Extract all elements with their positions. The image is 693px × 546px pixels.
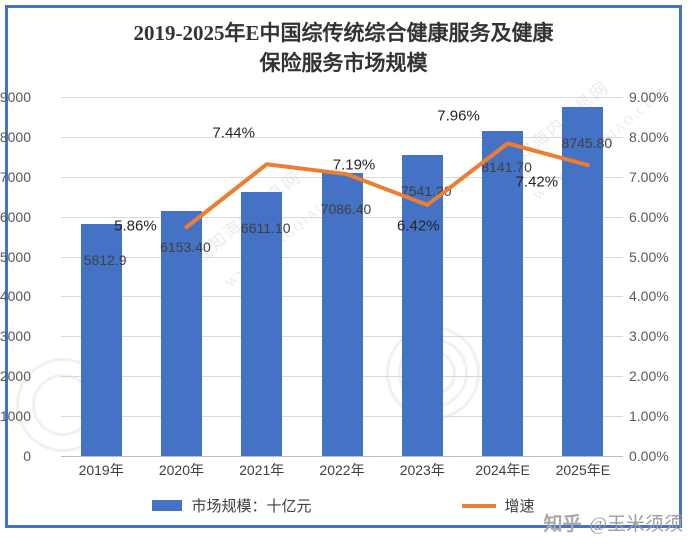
legend-item-market-size[interactable]: 市场规模：十亿元 <box>152 495 311 516</box>
y-axis-right-tick: 5.00% <box>629 249 691 265</box>
bar-2023年[interactable] <box>402 155 443 456</box>
zhihu-logo: 知乎 <box>543 509 581 536</box>
growth-rate-label-2022年: 7.19% <box>333 157 376 174</box>
y-axis-left-tick: 1000 <box>0 408 31 424</box>
y-axis-right-tick: 6.00% <box>629 209 691 225</box>
y-axis-left-tick: 9000 <box>0 89 31 105</box>
x-axis-tick-2020年: 2020年 <box>159 460 204 480</box>
y-axis-right-tick: 9.00% <box>629 89 691 105</box>
zhihu-attribution: 知乎 @玉米须须 <box>543 509 683 536</box>
bar-2025年E[interactable] <box>562 107 603 456</box>
bar-label-2020年: 6153.40 <box>160 239 211 255</box>
x-axis-tick-2025年E: 2025年E <box>556 460 610 480</box>
zhihu-username: @玉米须须 <box>590 509 684 536</box>
bar-label-2022年: 7086.40 <box>321 201 372 217</box>
x-axis-tick-2021年: 2021年 <box>239 460 284 480</box>
growth-rate-label-2024年E: 7.96% <box>437 108 480 125</box>
bar-label-2019年: 5812.9 <box>84 252 127 268</box>
y-axis-left-tick: 8000 <box>0 129 31 145</box>
legend-label-market-size: 市场规模：十亿元 <box>191 495 311 516</box>
bar-label-2023年: 7541.20 <box>401 183 452 199</box>
y-axis-right-tick: 1.00% <box>629 408 691 424</box>
x-axis-tick-2024年E: 2024年E <box>475 460 529 480</box>
chart-frame: 2019-2025年E中国综传统综合健康服务及健康 保险服务市场规模 视知海内信… <box>5 5 682 528</box>
y-axis-right-tick: 0.00% <box>629 448 691 464</box>
x-axis-tick-2023年: 2023年 <box>400 460 445 480</box>
y-axis-left-tick: 2000 <box>0 368 31 384</box>
y-axis-right-tick: 3.00% <box>629 328 691 344</box>
y-axis-left-tick: 7000 <box>0 169 31 185</box>
y-axis-left-tick: 4000 <box>0 288 31 304</box>
x-axis-tick-2022年: 2022年 <box>319 460 364 480</box>
growth-rate-label-2025年E: 7.42% <box>516 174 559 191</box>
y-axis-right-tick: 8.00% <box>629 129 691 145</box>
bar-label-2021年: 6611.10 <box>241 220 291 236</box>
chart-title-line-2: 保险服务市场规模 <box>8 48 679 78</box>
bar-label-2025年E: 8745.80 <box>562 135 613 151</box>
y-axis-right-tick: 7.00% <box>629 169 691 185</box>
y-axis-right-tick: 4.00% <box>629 288 691 304</box>
legend-line-swatch-icon <box>462 504 496 508</box>
gridline <box>61 97 623 98</box>
y-axis-left-tick: 0 <box>0 448 31 464</box>
gridline <box>61 456 623 457</box>
legend-label-growth-rate: 增速 <box>505 495 535 516</box>
y-axis-right-tick: 2.00% <box>629 368 691 384</box>
y-axis-left-tick: 5000 <box>0 249 31 265</box>
x-axis-tick-2019年: 2019年 <box>79 460 124 480</box>
growth-rate-label-2023年: 6.42% <box>397 217 440 234</box>
legend-bar-swatch-icon <box>152 500 182 511</box>
legend-item-growth-rate[interactable]: 增速 <box>462 495 535 516</box>
y-axis-left-tick: 6000 <box>0 209 31 225</box>
y-axis-left-tick: 3000 <box>0 328 31 344</box>
chart-title: 2019-2025年E中国综传统综合健康服务及健康 保险服务市场规模 <box>8 18 679 78</box>
growth-rate-label-2021年: 7.44% <box>212 125 255 142</box>
gridline <box>61 137 623 138</box>
chart-title-line-1: 2019-2025年E中国综传统综合健康服务及健康 <box>8 18 679 48</box>
growth-rate-label-2020年: 5.86% <box>114 218 157 235</box>
